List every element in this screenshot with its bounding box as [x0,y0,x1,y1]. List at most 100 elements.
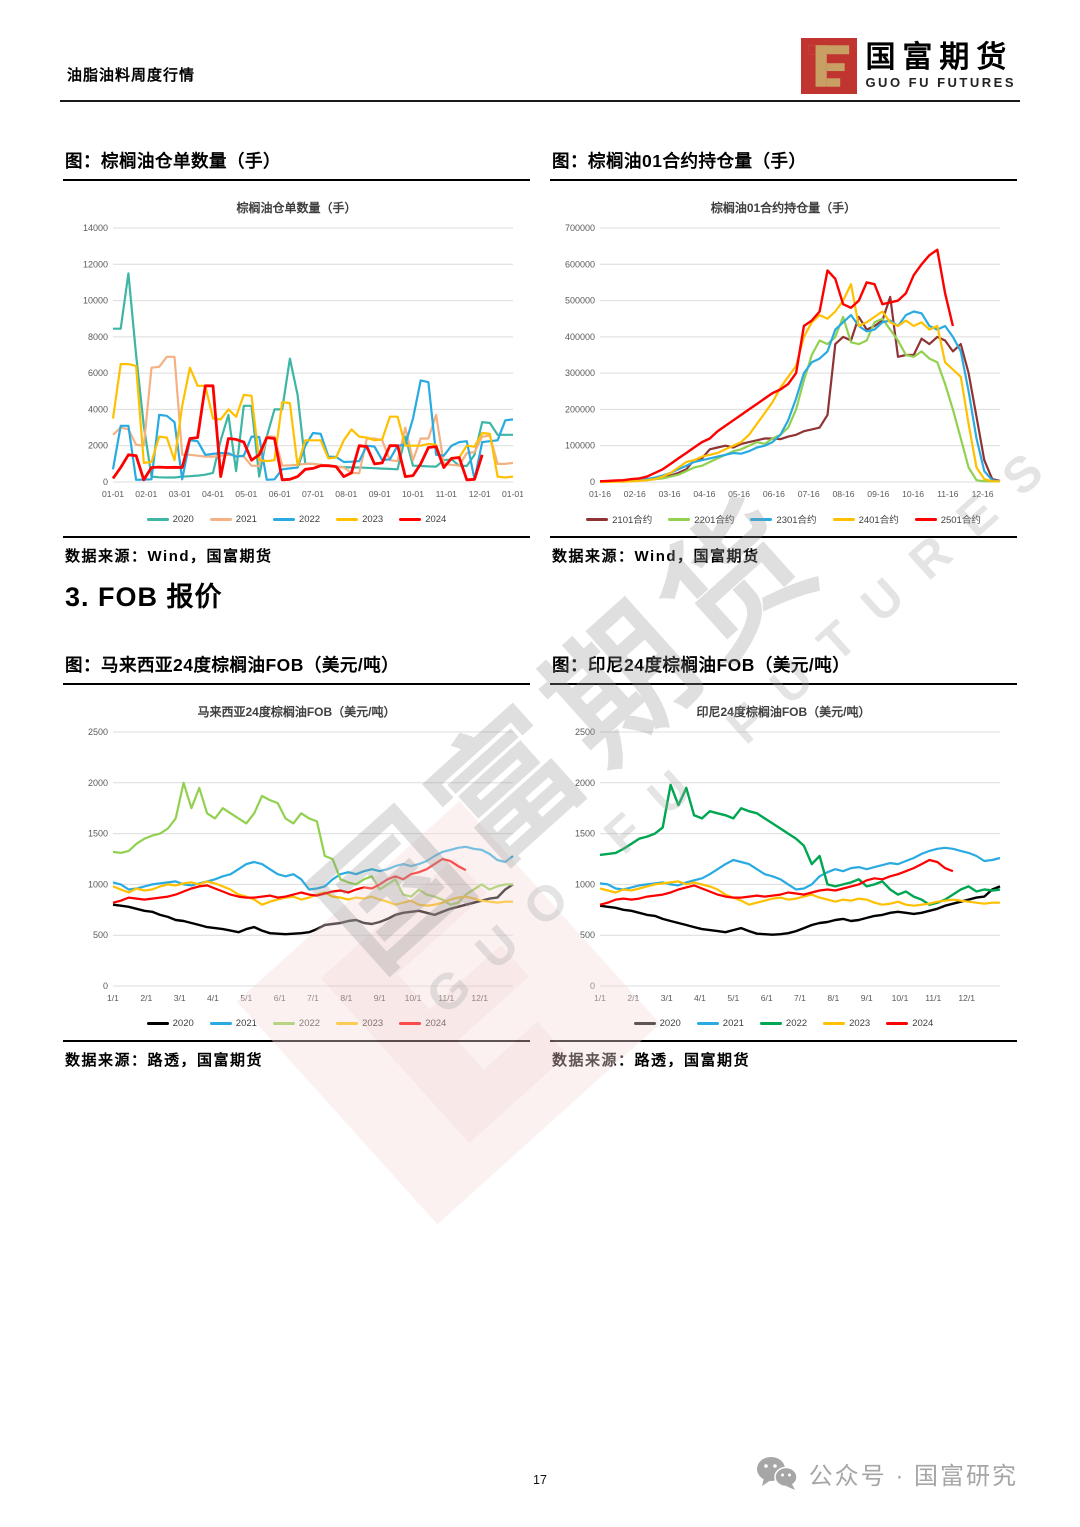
chart-canvas-open-interest: 棕榈油01合约持仓量（手） 0 100000 200000 300000 400000 5… [550,198,1017,528]
svg-text:6/1: 6/1 [274,993,286,1003]
logo-cn: 国富期货 [865,41,1014,74]
svg-text:2/1: 2/1 [140,993,152,1003]
logo-en: GUO FU FUTURES [865,75,1016,90]
legend-item: 2022 [272,513,321,525]
chart-block-warehouse-receipts: 图：棕榈油仓单数量（手） 棕榈油仓单数量（手） 0 2000 4000 6000 800… [63,128,530,566]
legend-swatch [146,517,169,521]
chart-inner-title: 棕榈油01合约持仓量（手） [710,201,857,215]
svg-text:1/1: 1/1 [107,993,119,1003]
svg-text:2000: 2000 [575,778,595,788]
page-number: 17 [533,1473,547,1487]
logo-text: 国富期货 GUO FU FUTURES [865,41,1016,91]
svg-text:02-01: 02-01 [135,489,157,499]
svg-text:01-16: 01-16 [589,489,611,499]
legend-swatch [399,517,422,521]
document-title: 油脂油料周度行情 [67,67,196,84]
legend-item: 2022 [272,1018,320,1029]
svg-text:04-01: 04-01 [202,489,224,499]
wechat-account-banner: 公众号 · 国富研究 [755,1455,1018,1491]
svg-text:07-01: 07-01 [302,489,324,499]
svg-text:2500: 2500 [88,727,108,737]
legend-item: 2021 [209,1018,257,1029]
chart-heading: 图：马来西亚24度棕榈油FOB（美元/吨） [63,650,530,685]
legend-swatch [696,1021,719,1025]
svg-text:6/1: 6/1 [761,993,773,1003]
svg-text:03-01: 03-01 [169,489,191,499]
svg-text:01-01: 01-01 [102,489,124,499]
legend-swatch [272,517,295,521]
svg-text:12-16: 12-16 [972,489,994,499]
legend-swatch [399,1021,422,1025]
svg-text:8000: 8000 [88,332,108,342]
legend-item: 2022 [759,1017,808,1029]
svg-text:8/1: 8/1 [340,993,352,1003]
legend-swatch [272,1021,295,1025]
line-chart-open-interest: 0 100000 200000 300000 400000 500000 600000 700… [550,218,1017,509]
legend-label: 2022 [298,513,321,525]
legend-item: 2021 [209,513,257,525]
svg-text:06-01: 06-01 [269,489,291,499]
svg-text:06-16: 06-16 [763,489,785,499]
svg-text:100000: 100000 [565,441,595,451]
line-chart-warehouse-receipts: 0 2000 4000 6000 8000 10000 12000 14000 01-01 02-… [63,218,530,509]
legend-swatch [209,517,232,521]
chart-legend: 2020 2021 2022 2023 2024 [550,1013,1017,1033]
svg-text:700000: 700000 [565,223,595,233]
chart-row-2: 图：马来西亚24度棕榈油FOB（美元/吨） 马来西亚24度棕榈油FOB（美元/吨… [63,632,1017,1070]
legend-swatch [668,517,691,521]
svg-text:08-01: 08-01 [335,489,357,499]
legend-swatch [336,517,359,521]
chart-block-open-interest: 图：棕榈油01合约持仓量（手） 棕榈油01合约持仓量（手） 0 100000 200… [550,128,1017,566]
legend-label: 2021 [235,513,257,525]
svg-text:4/1: 4/1 [207,993,219,1003]
data-source: 数据来源：路透，国富期货 [63,1040,530,1070]
legend-label: 2024 [425,1017,447,1029]
svg-text:12-01: 12-01 [469,489,491,499]
chart-heading: 图：棕榈油仓单数量（手） [63,146,530,181]
svg-text:11/1: 11/1 [438,993,454,1003]
legend-swatch [633,1021,656,1025]
svg-text:05-16: 05-16 [728,489,750,499]
svg-text:3/1: 3/1 [174,993,186,1003]
chart-canvas-warehouse-receipts: 棕榈油仓单数量（手） 0 2000 4000 6000 8000 10000 12000 14… [63,198,530,528]
legend-item: 2301合约 [750,512,817,526]
legend-item: 2501合约 [914,512,981,526]
svg-text:200000: 200000 [565,404,595,414]
svg-text:500000: 500000 [565,296,595,306]
svg-text:14000: 14000 [83,223,108,233]
legend-item: 2401合约 [832,512,899,526]
legend-label: 2023 [849,1017,871,1029]
svg-text:10/1: 10/1 [405,993,422,1003]
header-divider [60,100,1020,102]
legend-item: 2024 [399,514,446,525]
svg-text:7/1: 7/1 [307,993,319,1003]
legend-label: 2022 [785,1017,808,1029]
chart-legend: 2101合约 2201合约 2301合约 2401合约 2501合约 [550,509,1017,529]
svg-text:09-01: 09-01 [369,489,391,499]
legend-item: 2024 [399,1018,446,1029]
svg-text:5/1: 5/1 [240,993,252,1003]
legend-swatch [336,1021,359,1025]
line-chart-malaysia-fob: 0 500 1000 1500 2000 2500 1/1 2/1 3/1 4/1 5/1 6/1 7/… [63,722,530,1013]
svg-text:0: 0 [590,477,595,487]
svg-text:6000: 6000 [88,368,108,378]
svg-text:09-16: 09-16 [867,489,889,499]
svg-text:10-01: 10-01 [402,489,424,499]
svg-text:11-16: 11-16 [937,489,959,499]
chart-heading: 图：棕榈油01合约持仓量（手） [550,146,1017,181]
legend-label: 2021 [722,1017,744,1029]
svg-text:02-16: 02-16 [624,489,646,499]
legend-item: 2024 [886,1018,933,1029]
legend-label: 2020 [172,1017,194,1029]
chart-legend: 2020 2021 2022 2023 2024 [63,1013,530,1033]
legend-swatch [209,1021,232,1025]
legend-swatch [886,1021,909,1025]
legend-label: 2101合约 [612,515,653,526]
line-chart-indonesia-fob: 0 500 1000 1500 2000 2500 1/1 2/1 3/1 4/1 5/1 6/1 7/… [550,722,1017,1013]
data-source: 数据来源：路透，国富期货 [550,1040,1017,1070]
chart-block-indonesia-fob: 图：印尼24度棕榈油FOB（美元/吨） 印尼24度棕榈油FOB（美元/吨） 0 5… [550,632,1017,1070]
svg-text:2000: 2000 [88,441,108,451]
svg-text:11/1: 11/1 [925,993,941,1003]
legend-label: 2020 [659,1017,681,1029]
legend-label: 2401合约 [858,515,899,526]
